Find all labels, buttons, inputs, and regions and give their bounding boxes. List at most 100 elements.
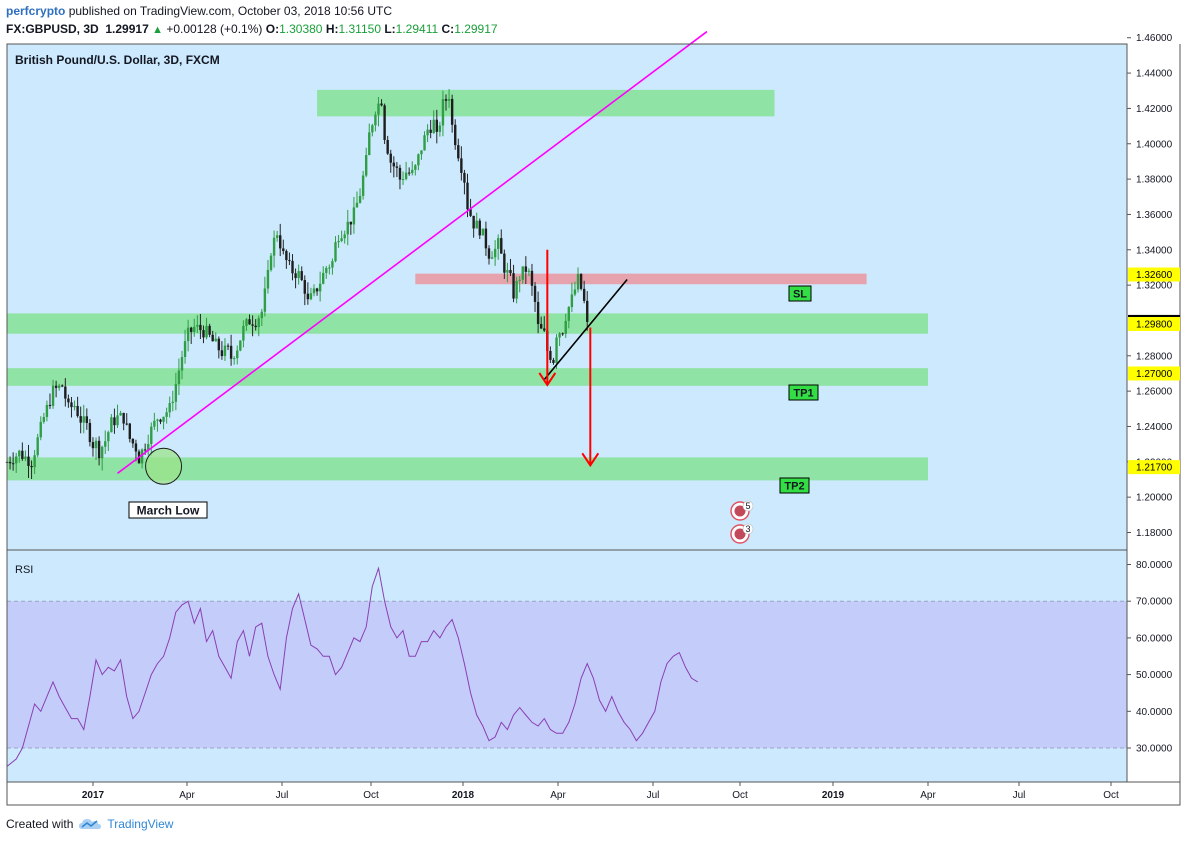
candle-body — [165, 412, 168, 417]
event-badge-us-flag-icon — [734, 528, 746, 540]
candle-body — [57, 385, 61, 388]
price-tick-label: 1.20000 — [1136, 493, 1173, 504]
candle-body — [497, 238, 500, 249]
tp2-tag: TP2 — [784, 481, 804, 493]
x-tick-label: 2017 — [82, 790, 105, 801]
candle-body — [555, 337, 558, 363]
candle-body — [582, 288, 586, 301]
tp1-tag-box — [788, 384, 819, 401]
price-tick-label: 1.28000 — [1136, 351, 1173, 362]
close-value: 1.29917 — [454, 22, 498, 36]
candle-body — [463, 172, 466, 183]
candle-body — [119, 412, 122, 416]
candle-body — [229, 345, 233, 359]
candle-body — [269, 255, 273, 270]
candle-body — [530, 270, 534, 286]
publisher-name[interactable]: perfcrypto — [6, 4, 66, 18]
tradingview-cloud-icon — [79, 819, 102, 829]
candle-body — [506, 269, 509, 273]
candle-body — [113, 417, 116, 426]
candle-body — [110, 417, 113, 433]
price-tick-label: 1.26000 — [1136, 387, 1173, 398]
candle-body — [328, 267, 331, 269]
candle-body — [527, 270, 531, 272]
candle-body — [309, 293, 313, 300]
candle-body — [260, 311, 264, 319]
candle-body — [426, 129, 429, 136]
candle-body — [128, 423, 131, 439]
price-tick-label: 1.32000 — [1136, 281, 1173, 292]
candle-body — [45, 404, 49, 417]
candle-body — [217, 338, 221, 351]
candle-body — [407, 172, 411, 174]
candle-body — [374, 114, 377, 126]
candle-body — [199, 324, 202, 331]
candle-body — [447, 98, 451, 101]
candle-body — [42, 416, 46, 422]
price-label-tp2-bg — [1128, 460, 1180, 475]
candle-body — [180, 356, 184, 371]
candle-body — [438, 125, 442, 132]
candle-body — [73, 405, 76, 408]
candle-body — [432, 119, 435, 133]
sl-tag-box — [788, 285, 812, 302]
candle-body — [481, 228, 485, 236]
march-low-box — [128, 501, 208, 519]
candle-body — [346, 221, 349, 235]
candle-body — [352, 207, 356, 225]
symbol-label: FX:GBPUSD, 3D — [6, 22, 99, 36]
candle-body — [82, 416, 85, 423]
price-tick-label: 1.18000 — [1136, 528, 1173, 539]
candle-body — [150, 426, 153, 445]
candle-body — [67, 398, 70, 403]
candle-body — [404, 172, 408, 180]
candle-body — [11, 463, 15, 465]
candle-body — [171, 401, 174, 404]
price-tick-label: 1.42000 — [1136, 104, 1173, 115]
candle-body — [454, 124, 457, 146]
candle-body — [423, 135, 426, 151]
candle-body — [371, 125, 374, 133]
price-label-zone-bg — [1128, 316, 1180, 331]
candle-body — [177, 370, 181, 385]
candle-body — [94, 440, 98, 449]
open-value: 1.30380 — [279, 22, 323, 36]
candle-body — [236, 350, 239, 359]
candle-body — [469, 209, 472, 216]
candle-body — [272, 237, 276, 256]
candle-body — [196, 324, 199, 327]
tp2-tag-box — [779, 477, 810, 494]
candle-body — [493, 248, 497, 258]
march-low-circle — [145, 447, 183, 485]
candle-body — [275, 235, 279, 238]
rsi-band — [7, 601, 1127, 748]
candle-body — [300, 271, 303, 281]
candle-body — [576, 274, 580, 290]
candle-body — [205, 325, 208, 338]
x-tick-label: Apr — [179, 790, 195, 801]
candle-body — [561, 333, 564, 335]
footer: Created with TradingView — [6, 817, 173, 831]
candle-body — [190, 327, 193, 332]
candle-body — [91, 442, 95, 449]
candle-body — [251, 324, 254, 326]
candle-body — [100, 446, 104, 459]
candle-body — [245, 319, 248, 326]
zone-tp1-zone — [7, 368, 928, 386]
candle-body — [444, 99, 448, 101]
support-line-black — [543, 278, 628, 381]
price-label-tp1: 1.27000 — [1136, 369, 1173, 380]
candle-body — [334, 242, 337, 262]
candle-body — [18, 450, 21, 457]
zone-tp2-zone — [7, 457, 928, 481]
candle-body — [325, 267, 328, 273]
tp1-tag: TP1 — [793, 388, 813, 400]
tradingview-link[interactable]: TradingView — [107, 817, 174, 831]
candle-body — [85, 416, 89, 423]
candle-body — [294, 273, 297, 279]
price-label-tp1-bg — [1128, 366, 1180, 381]
candle-body — [232, 358, 236, 360]
candle-body — [174, 384, 178, 402]
zone-sl-zone — [415, 273, 867, 285]
